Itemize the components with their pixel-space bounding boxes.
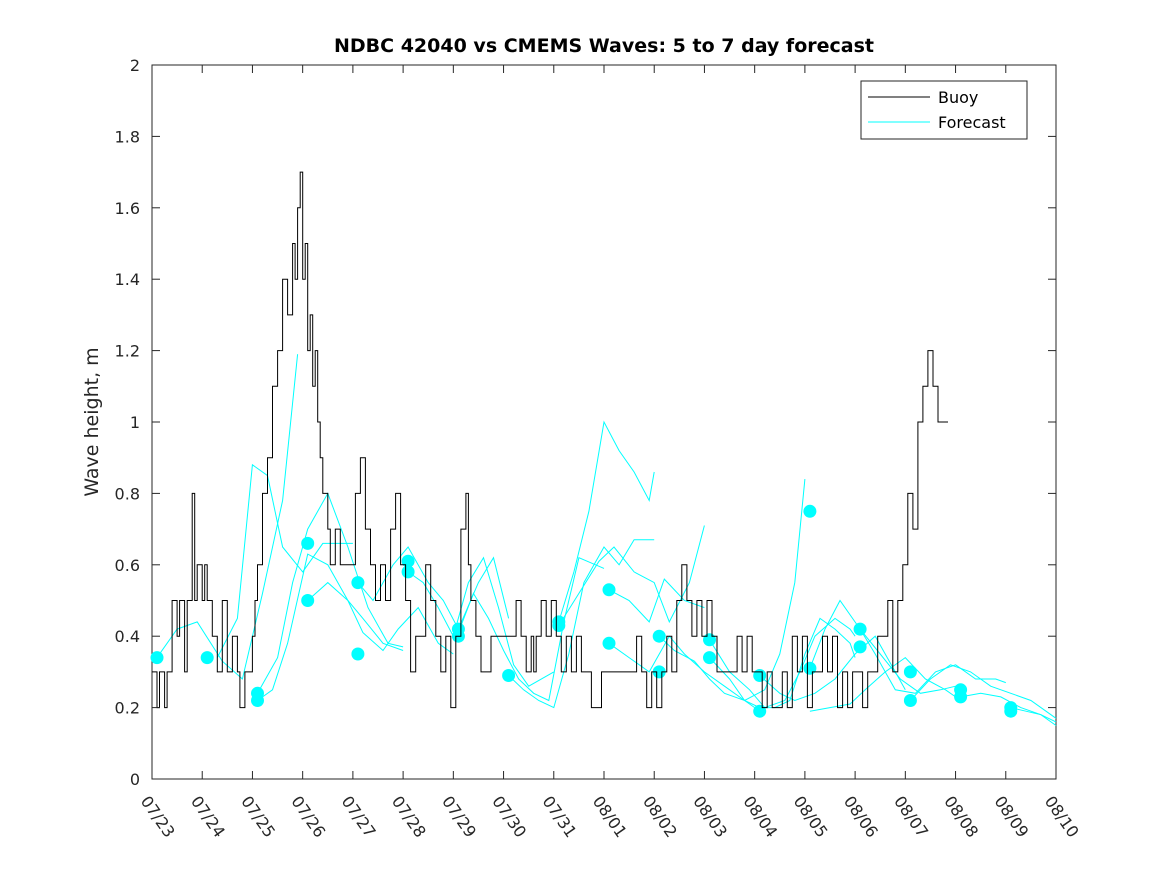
- y-tick-label: 0.8: [115, 484, 140, 503]
- forecast-point: [200, 651, 214, 665]
- x-tick-label: 07/24: [187, 792, 229, 841]
- forecast-point: [1004, 704, 1018, 718]
- forecast-point: [803, 504, 817, 518]
- forecast-line: [859, 628, 1006, 694]
- forecast-line: [508, 539, 655, 709]
- x-tick-label: 07/23: [137, 792, 179, 841]
- forecast-line: [357, 546, 510, 631]
- x-tick-label: 07/30: [488, 792, 530, 841]
- forecast-point: [351, 647, 365, 661]
- x-tick-label: 08/08: [940, 792, 982, 841]
- forecast-point: [652, 665, 666, 679]
- y-tick-label: 0.2: [115, 699, 140, 718]
- x-tick-label: 07/27: [338, 792, 380, 841]
- buoy-series: [152, 171, 948, 709]
- forecast-line: [558, 420, 655, 623]
- forecast-line: [1010, 707, 1057, 726]
- forecast-point: [251, 694, 264, 707]
- x-tick-label: 08/02: [639, 792, 681, 841]
- forecast-point: [301, 536, 315, 550]
- forecast-line: [608, 635, 755, 709]
- legend: Buoy Forecast: [860, 80, 1028, 140]
- y-axis-title: Wave height, m: [81, 347, 103, 496]
- chart-title: NDBC 42040 vs CMEMS Waves: 5 to 7 day fo…: [334, 35, 874, 57]
- forecast-point: [753, 704, 767, 718]
- forecast-line: [216, 463, 353, 658]
- forecast-line: [257, 553, 404, 701]
- forecast-line: [307, 581, 454, 655]
- x-tick-label: 07/28: [388, 792, 430, 841]
- forecast-point: [502, 669, 516, 682]
- forecast-lines: [156, 354, 1057, 726]
- forecast-point: [753, 669, 767, 682]
- y-tick-label: 0.4: [115, 627, 140, 646]
- forecast-point: [150, 651, 164, 665]
- forecast-point: [853, 640, 867, 654]
- forecast-point: [853, 622, 867, 636]
- forecast-point: [703, 651, 716, 665]
- y-tick-label: 2: [130, 56, 140, 75]
- x-tick-label: 08/07: [890, 792, 932, 841]
- forecast-point: [552, 619, 566, 632]
- x-tick-label: 08/06: [840, 792, 882, 841]
- legend-box: [860, 80, 1028, 140]
- forecast-point: [401, 565, 415, 579]
- x-tick-label: 07/31: [539, 792, 581, 841]
- legend-forecast-label: Forecast: [938, 113, 1006, 132]
- y-tick-label: 1.4: [115, 270, 140, 289]
- y-tick-label: 0.6: [115, 556, 140, 575]
- forecast-point: [703, 633, 716, 647]
- y-tick-label: 1.6: [115, 199, 140, 218]
- forecast-point: [351, 576, 365, 590]
- forecast-point: [903, 665, 917, 679]
- y-tick-label: 1.2: [115, 342, 140, 361]
- forecast-point: [602, 636, 616, 650]
- forecast-line: [608, 578, 705, 623]
- x-tick-label: 07/26: [287, 792, 329, 841]
- x-tick-label: 08/01: [589, 792, 631, 841]
- x-tick-label: 08/05: [790, 792, 832, 841]
- buoy-line: [152, 171, 948, 709]
- forecast-line: [558, 525, 705, 626]
- forecast-line: [457, 557, 605, 702]
- forecast-point: [903, 694, 917, 707]
- forecast-line: [910, 664, 1057, 719]
- x-tick-label: 08/03: [689, 792, 731, 841]
- y-tick-label: 0: [130, 770, 140, 789]
- x-tick-label: 07/25: [237, 792, 279, 841]
- y-tick-label: 1: [130, 413, 140, 432]
- legend-buoy-label: Buoy: [938, 88, 978, 107]
- forecast-point: [652, 629, 666, 643]
- forecast-line: [759, 635, 906, 702]
- x-tick-label: 08/09: [991, 792, 1033, 841]
- forecast-points: [150, 504, 1018, 718]
- x-tick-label: 08/10: [1041, 792, 1083, 841]
- forecast-point: [954, 690, 968, 704]
- forecast-line: [709, 617, 856, 709]
- forecast-point: [602, 583, 616, 597]
- forecast-line: [809, 599, 956, 694]
- forecast-point: [803, 661, 817, 675]
- y-axis: 0 0.2 0.4 0.6 0.8 1 1.2 1.4 1.6 1.8 2: [115, 56, 1056, 789]
- forecast-point: [301, 594, 315, 607]
- x-tick-label: 08/04: [739, 792, 781, 841]
- x-tick-label: 07/29: [438, 792, 480, 841]
- forecast-line: [658, 479, 806, 702]
- y-tick-label: 1.8: [115, 127, 140, 146]
